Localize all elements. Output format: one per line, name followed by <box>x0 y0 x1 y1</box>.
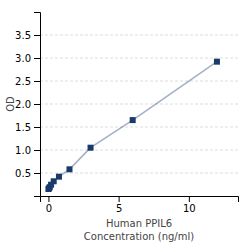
x-axis: 0 5 10 <box>41 196 239 214</box>
y-tick-mark <box>34 35 40 36</box>
y-axis-title: OD <box>5 96 16 112</box>
x-tick: 5 <box>116 196 122 214</box>
grid-line <box>40 104 238 105</box>
marker <box>88 145 94 151</box>
x-axis-title: Human PPIL6 <box>106 218 172 229</box>
y-tick: 0.5 <box>15 168 40 179</box>
grid-line <box>40 173 238 174</box>
marker <box>66 166 72 172</box>
marker <box>56 174 62 180</box>
grid-line <box>40 81 238 82</box>
y-tick-mark <box>34 58 40 59</box>
line <box>48 62 217 189</box>
y-tick-mark <box>34 173 40 174</box>
x-tick-mark <box>48 196 49 202</box>
y-tick: 2.5 <box>15 76 40 87</box>
x-tick: 0 <box>46 196 52 214</box>
y-tick: 2.0 <box>15 99 40 110</box>
y-tick-mark <box>34 150 40 151</box>
y-tick-label: 3.5 <box>15 30 31 41</box>
x-tick-label: 10 <box>183 203 196 214</box>
x-tick-mark <box>119 196 120 202</box>
marker <box>214 59 220 65</box>
chart-container: 0 5 10 0.5 1.0 1.5 2.0 2.5 3.0 3.5 Human PPIL6 Conc… <box>0 0 250 250</box>
x-axis-line <box>41 197 239 203</box>
y-axis: 0.5 1.0 1.5 2.0 2.5 3.0 3.5 <box>15 13 40 197</box>
x-tick-label: 0 <box>46 203 52 214</box>
y-tick-label: 2.0 <box>15 99 31 110</box>
grid-line <box>40 127 238 128</box>
marks <box>45 59 220 192</box>
x-tick-mark <box>189 196 190 202</box>
grid <box>40 35 238 173</box>
marker <box>51 178 57 184</box>
marker <box>130 117 136 123</box>
y-tick-label: 3.0 <box>15 53 31 64</box>
y-tick-label: 1.5 <box>15 122 31 133</box>
y-tick-mark <box>34 127 40 128</box>
plot-area: 0 5 10 0.5 1.0 1.5 2.0 2.5 3.0 3.5 <box>15 13 238 215</box>
grid-line <box>40 58 238 59</box>
y-tick: 3.5 <box>15 30 40 41</box>
y-tick: 3.0 <box>15 53 40 64</box>
y-tick-label: 2.5 <box>15 76 31 87</box>
y-axis-line <box>34 13 41 197</box>
grid-line <box>40 35 238 36</box>
chart-svg: 0 5 10 0.5 1.0 1.5 2.0 2.5 3.0 3.5 Human PPIL6 Conc… <box>0 0 250 250</box>
grid-line <box>40 150 238 151</box>
y-tick-label: 1.0 <box>15 145 31 156</box>
y-tick: 1.0 <box>15 145 40 156</box>
y-tick: 1.5 <box>15 122 40 133</box>
y-tick-label: 0.5 <box>15 168 31 179</box>
x-tick-label: 5 <box>116 203 122 214</box>
x-tick: 10 <box>183 196 196 214</box>
y-tick-mark <box>34 81 40 82</box>
x-axis-title: Concentration (ng/ml) <box>84 231 194 242</box>
y-tick-mark <box>34 104 40 105</box>
